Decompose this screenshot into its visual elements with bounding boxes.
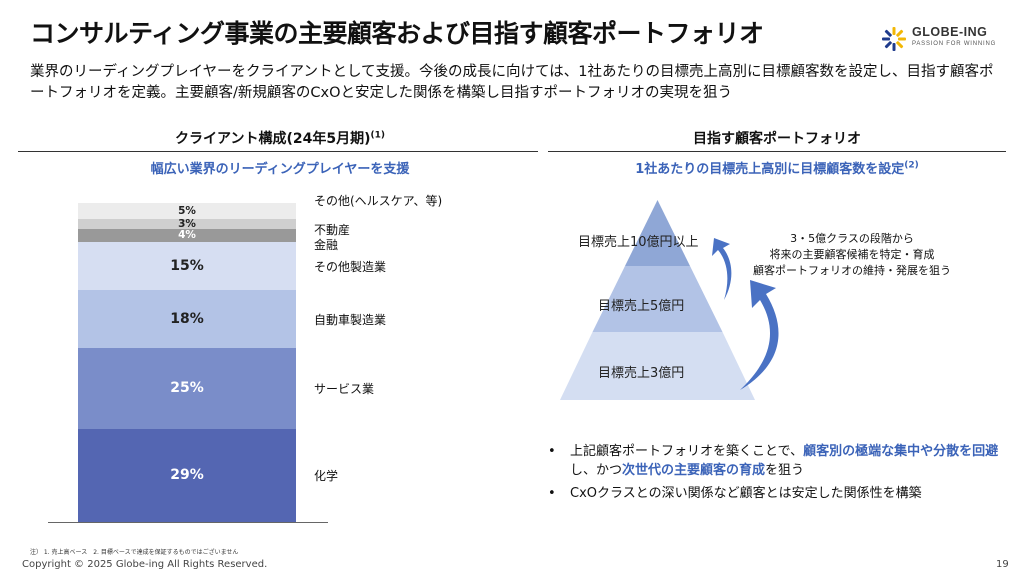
right-column-heading: 目指す顧客ポートフォリオ bbox=[693, 131, 861, 147]
bullet-text: CxOクラスとの深い関係など顧客とは安定した関係性を構築 bbox=[570, 486, 922, 501]
logo-tagline: PASSION FOR WINNING bbox=[912, 41, 997, 47]
pyramid-tier-middle bbox=[592, 266, 723, 332]
left-heading-rule bbox=[18, 151, 538, 152]
chart-baseline bbox=[48, 522, 328, 523]
logo-name: GLOBE-ING bbox=[912, 25, 988, 39]
portfolio-pyramid bbox=[560, 200, 755, 400]
bullet-text: し、かつ bbox=[570, 463, 623, 478]
curved-arrow-small-icon bbox=[712, 238, 732, 300]
right-subheading-note: (2) bbox=[904, 160, 919, 171]
data-label: 29% bbox=[170, 467, 204, 484]
page-title: コンサルティング事業の主要顧客および目指す顧客ポートフォリオ bbox=[30, 19, 764, 48]
tier-label-top: 目標売上10億円以上 bbox=[578, 235, 699, 250]
globe-ing-logo-icon bbox=[882, 27, 906, 51]
curved-arrow-large-icon bbox=[740, 280, 779, 390]
data-label: 15% bbox=[170, 258, 204, 274]
bar-segment-4: 15% bbox=[78, 241, 296, 291]
data-label: 25% bbox=[170, 380, 204, 397]
left-column-heading: クライアント構成(24年5月期)(1) bbox=[20, 128, 540, 148]
bar-segment-3: 18% bbox=[78, 290, 296, 349]
category-label: 化学 bbox=[314, 469, 339, 484]
callout-text: 3・5億クラスの段階から 将来の主要顧客候補を特定・育成 顧客ポートフォリオの維… bbox=[752, 231, 952, 279]
category-label: その他製造業 bbox=[314, 260, 387, 274]
category-label: 金融 bbox=[314, 238, 339, 252]
bullet-text: を狙う bbox=[765, 463, 805, 478]
right-subheading: 1社あたりの目標売上高別に目標顧客数を設定(2) bbox=[548, 158, 1006, 177]
tier-label-middle: 目標売上5億円 bbox=[598, 299, 685, 314]
right-heading-rule bbox=[548, 151, 1006, 152]
category-label: サービス業 bbox=[314, 382, 375, 397]
bullet-text: 上記顧客ポートフォリオを築くことで、 bbox=[570, 444, 804, 459]
callout-line-3: 顧客ポートフォリオの維持・発展を狙う bbox=[753, 264, 951, 277]
growth-arrows bbox=[712, 238, 779, 390]
bullet-item-1: 上記顧客ポートフォリオを築くことで、顧客別の極端な集中や分散を回避し、かつ次世代… bbox=[548, 442, 1008, 480]
highlight-text: 次世代の主要顧客の育成 bbox=[622, 463, 766, 478]
left-heading-note: (1) bbox=[370, 130, 385, 141]
data-label: 4% bbox=[178, 229, 196, 242]
callout-line-1: 3・5億クラスの段階から bbox=[790, 232, 914, 245]
lead-text: 業界のリーディングプレイヤーをクライアントとして支援。今後の成長に向けては、1社… bbox=[30, 64, 994, 101]
copyright: Copyright © 2025 Globe-ing All Rights Re… bbox=[22, 559, 268, 570]
client-composition-chart: 29% 25% 18% 15% 4% 3% 5% bbox=[78, 200, 296, 522]
data-label: 18% bbox=[170, 311, 204, 328]
highlight-text: 顧客別の極端な集中や分散を回避 bbox=[803, 444, 999, 459]
footnote: 注） 1. 売上高ベース 2. 目標ベースで達成を保証するものではございません bbox=[30, 549, 239, 556]
bar-segment-1: 29% bbox=[78, 428, 296, 522]
bar-segment-5: 4% bbox=[78, 228, 296, 242]
category-label: その他(ヘルスケア、等) bbox=[314, 194, 443, 208]
pyramid-tier-top bbox=[625, 200, 690, 266]
portfolio-bullets: 上記顧客ポートフォリオを築くことで、顧客別の極端な集中や分散を回避し、かつ次世代… bbox=[548, 442, 1008, 507]
callout-line-2: 将来の主要顧客候補を特定・育成 bbox=[769, 248, 935, 261]
bar-segment-6: 3% bbox=[78, 218, 296, 231]
tier-label-bottom: 目標売上3億円 bbox=[598, 366, 685, 381]
left-subheading: 幅広い業界のリーディングプレイヤーを支援 bbox=[150, 162, 410, 177]
left-heading-text: クライアント構成(24年5月期) bbox=[175, 131, 371, 147]
bar-segment-2: 25% bbox=[78, 348, 296, 429]
page-number: 19 bbox=[996, 559, 1009, 570]
data-label: 5% bbox=[178, 205, 196, 218]
category-label: 不動産 bbox=[314, 223, 351, 237]
pyramid-tier-bottom bbox=[560, 332, 755, 400]
right-subheading-text: 1社あたりの目標売上高別に目標顧客数を設定 bbox=[635, 162, 905, 177]
bullet-item-2: CxOクラスとの深い関係など顧客とは安定した関係性を構築 bbox=[548, 484, 1008, 503]
category-label: 自動車製造業 bbox=[314, 313, 387, 328]
bar-segment-7: 5% bbox=[78, 203, 296, 220]
data-label: 3% bbox=[178, 218, 196, 231]
